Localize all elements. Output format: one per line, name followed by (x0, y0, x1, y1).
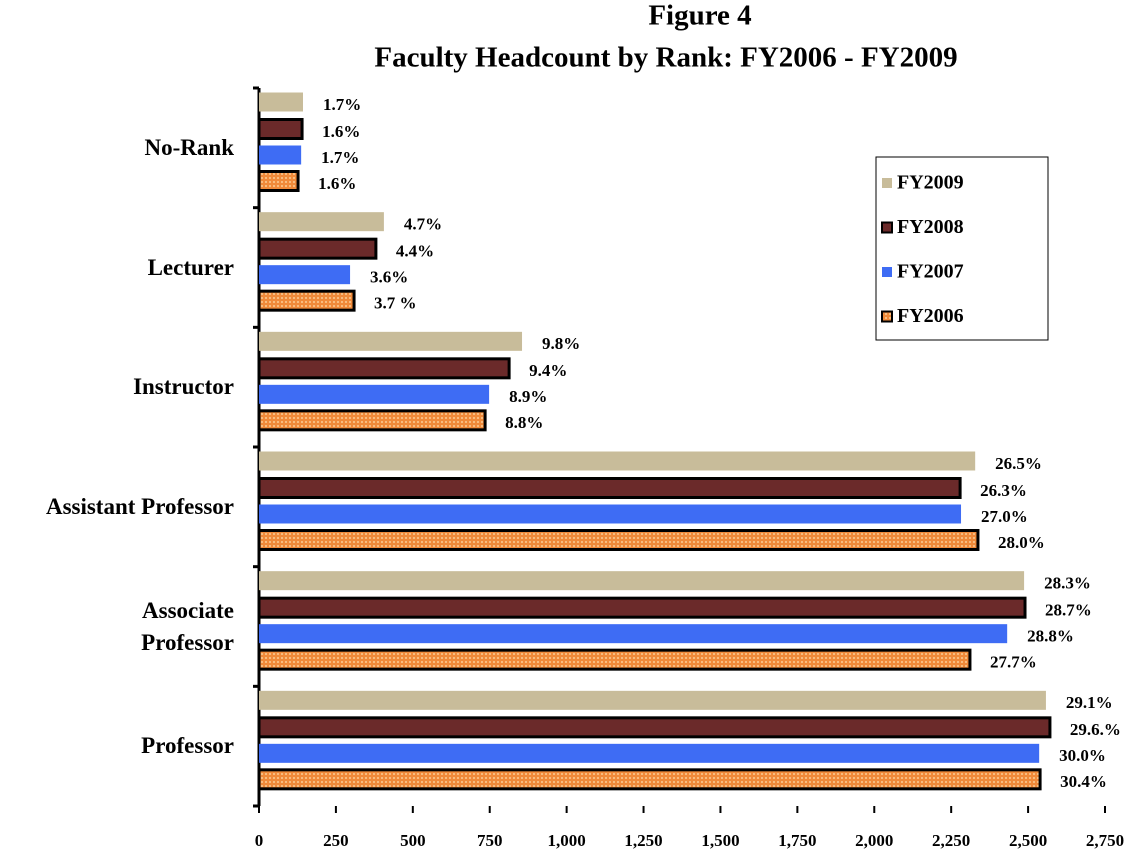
value-label: 3.6% (370, 268, 408, 287)
bar (257, 648, 972, 671)
bar (259, 145, 302, 165)
value-label: 28.7% (1045, 601, 1092, 620)
category-label: Assistant Professor (45, 493, 234, 519)
category-label: No-Rank (144, 134, 234, 160)
legend-label: FY2007 (897, 261, 964, 283)
legend-label: FY2009 (897, 172, 964, 194)
value-label: 4.7% (404, 215, 442, 234)
bar (257, 237, 378, 260)
bar (257, 716, 1052, 739)
chart-subtitle: Faculty Headcount by Rank: FY2006 - FY20… (374, 42, 957, 74)
bar (259, 504, 962, 524)
legend-label: FY2008 (897, 216, 964, 238)
value-label: 30.0% (1059, 746, 1106, 765)
legend: FY2009 FY2008 FY2007 FY2006 (875, 156, 1049, 341)
value-label: 9.8% (542, 334, 580, 353)
bar (259, 743, 1040, 763)
value-label: 8.8% (505, 413, 543, 432)
x-tick-label: 2,750 (1086, 831, 1124, 850)
x-tick-label: 0 (255, 831, 264, 850)
value-label: 9.4% (529, 361, 567, 380)
bar (257, 596, 1027, 619)
x-tick-label: 2,500 (1009, 831, 1047, 850)
legend-marker (882, 267, 892, 277)
category-label: Lecturer (147, 254, 234, 280)
bar (257, 357, 511, 380)
value-label: 28.8% (1027, 627, 1074, 646)
x-tick-label: 1,750 (778, 831, 816, 850)
value-label: 1.6% (322, 122, 360, 141)
value-label: 1.7% (323, 95, 361, 114)
legend-label: FY2006 (897, 305, 964, 327)
bar (259, 451, 976, 471)
bar (259, 690, 1046, 710)
x-tick-label: 750 (477, 831, 503, 850)
category-label: Associate Professor (141, 597, 234, 655)
bar (257, 170, 300, 192)
bar (257, 768, 1042, 791)
value-label: 1.6% (318, 174, 356, 193)
value-label: 28.3% (1044, 574, 1091, 593)
bar (259, 571, 1025, 591)
legend-box (875, 156, 1049, 341)
legend-marker (881, 310, 893, 323)
bar (259, 331, 523, 351)
value-label: 8.9% (509, 387, 547, 406)
bar (259, 384, 490, 404)
bar (257, 118, 304, 140)
x-tick-label: 2,250 (932, 831, 970, 850)
chart-title: Figure 4 (648, 0, 751, 32)
category-label: Instructor (133, 374, 234, 400)
x-tick-label: 1,000 (548, 831, 586, 850)
value-label: 1.7% (321, 148, 359, 167)
value-label: 26.5% (995, 454, 1042, 473)
x-tick-label: 1,500 (701, 831, 739, 850)
value-label: 27.0% (981, 507, 1028, 526)
bar (259, 624, 1008, 644)
value-label: 28.0% (998, 533, 1045, 552)
bar (259, 265, 351, 285)
value-label: 30.4% (1060, 772, 1107, 791)
bar (257, 289, 356, 312)
value-label: 26.3% (980, 481, 1027, 500)
value-label: 29.6.% (1070, 720, 1121, 739)
value-label: 4.4% (396, 242, 434, 261)
bar (257, 477, 962, 499)
legend-marker (882, 178, 892, 188)
bar (257, 409, 487, 432)
category-label: Professor (141, 733, 234, 759)
value-label: 3.7 % (374, 294, 417, 313)
value-label: 29.1% (1066, 693, 1113, 712)
legend-marker (881, 221, 893, 234)
bar (259, 92, 303, 112)
bar (259, 212, 384, 232)
x-tick-label: 2,000 (855, 831, 893, 850)
value-label: 27.7% (990, 653, 1037, 672)
bar (257, 529, 980, 551)
x-tick-label: 1,250 (624, 831, 662, 850)
x-tick-label: 250 (323, 831, 349, 850)
x-tick-label: 500 (400, 831, 426, 850)
